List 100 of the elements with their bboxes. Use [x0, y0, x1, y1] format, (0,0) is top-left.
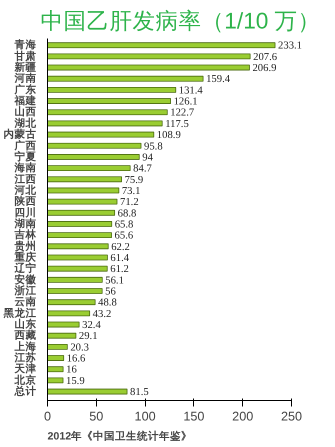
bar — [48, 288, 103, 294]
bar — [48, 132, 154, 138]
bar — [48, 76, 204, 82]
data-label: 65.6 — [114, 230, 134, 242]
data-label: 108.9 — [156, 130, 181, 142]
bar — [48, 221, 112, 227]
y-tick-label: 新疆 — [14, 60, 36, 74]
x-tick-label: 50 — [89, 410, 104, 424]
bar — [48, 64, 250, 70]
y-tick-label: 贵州 — [14, 239, 36, 252]
y-tick-label: 天津 — [14, 362, 36, 376]
data-label: 16.6 — [66, 354, 86, 365]
y-tick-label: 上海 — [14, 340, 36, 353]
y-tick-label: 江西 — [14, 172, 36, 186]
bar — [48, 344, 68, 350]
bar — [48, 109, 168, 116]
y-tick-label: 西藏 — [14, 328, 36, 342]
data-label: 15.9 — [66, 376, 85, 387]
x-tick-label: 250 — [280, 410, 302, 424]
data-label: 61.4 — [110, 252, 130, 264]
y-tick-label: 青海 — [14, 38, 36, 52]
x-tick-label: 0 — [44, 410, 52, 424]
y-tick-label: 安徽 — [14, 272, 38, 286]
data-label: 32.4 — [82, 320, 102, 332]
data-label: 73.1 — [122, 186, 141, 197]
data-label: 84.7 — [133, 164, 152, 175]
bar — [48, 142, 142, 149]
bar — [48, 276, 103, 283]
bar — [48, 266, 108, 272]
bar — [48, 310, 90, 316]
x-tick-label: 100 — [134, 410, 156, 424]
y-tick-label: 湖南 — [14, 216, 36, 230]
y-tick-label: 吉林 — [14, 228, 38, 242]
y-tick-label: 北京 — [14, 373, 36, 386]
bar — [48, 322, 80, 328]
bar — [48, 198, 118, 205]
bar — [48, 53, 251, 60]
y-tick-label: 浙江 — [14, 284, 36, 298]
data-label: 16 — [66, 364, 78, 376]
data-label: 75.9 — [124, 174, 144, 186]
bar — [48, 98, 171, 104]
data-label: 207.6 — [253, 52, 278, 63]
data-label: 126.1 — [174, 96, 198, 108]
bar — [48, 120, 163, 126]
y-tick-label: 云南 — [14, 295, 36, 308]
data-label: 68.8 — [118, 208, 136, 220]
data-label: 61.2 — [110, 264, 129, 276]
y-tick-label: 海南 — [14, 161, 36, 174]
bar — [48, 154, 140, 160]
y-tick-label: 宁夏 — [14, 150, 36, 163]
y-tick-label: 总计 — [14, 384, 36, 398]
x-tick-label: 200 — [232, 410, 254, 424]
bar — [48, 232, 112, 238]
data-label: 20.3 — [70, 342, 89, 354]
data-label: 131.4 — [178, 85, 204, 96]
bar — [48, 355, 64, 361]
y-tick-label: 甘肃 — [14, 49, 36, 62]
bar — [48, 243, 109, 250]
bar — [48, 388, 128, 394]
bar — [48, 42, 276, 48]
bar — [48, 210, 116, 216]
y-tick-label: 广西 — [14, 138, 36, 152]
bar — [48, 176, 122, 182]
y-tick-label: 广东 — [14, 82, 36, 96]
y-tick-label: 河北 — [14, 183, 38, 196]
data-label: 159.4 — [206, 74, 231, 86]
data-label: 117.5 — [165, 118, 189, 130]
y-tick-label: 山西 — [14, 105, 36, 118]
bar — [48, 377, 64, 384]
data-label: 122.7 — [170, 108, 195, 119]
data-label: 48.8 — [98, 298, 117, 309]
y-tick-label: 山东 — [14, 318, 36, 331]
y-tick-label: 重庆 — [14, 250, 36, 264]
bar — [48, 332, 76, 339]
data-label: 62.2 — [111, 242, 130, 253]
y-tick-label: 陕西 — [14, 194, 36, 208]
data-label: 43.2 — [92, 308, 112, 320]
bar — [48, 299, 96, 306]
x-tick-label: 150 — [183, 410, 204, 424]
data-label: 233.1 — [278, 40, 302, 52]
y-tick-label: 江苏 — [14, 351, 36, 364]
y-tick-label: 河南 — [14, 72, 36, 85]
data-label: 81.5 — [130, 387, 149, 398]
bar — [48, 366, 64, 372]
data-label: 206.9 — [252, 63, 276, 74]
data-label: 65.8 — [114, 219, 134, 230]
data-label: 71.2 — [120, 197, 139, 208]
data-label: 94 — [142, 152, 154, 164]
y-tick-label: 黑龙江 — [2, 306, 36, 320]
text: 2012年《中国卫生统计年鉴》 — [48, 430, 192, 442]
bar — [48, 86, 176, 93]
bar — [48, 188, 120, 194]
y-tick-label: 福建 — [14, 94, 36, 108]
data-label: 29.1 — [78, 331, 98, 342]
chart-title: 中国乙肝发病率（1/10 万） — [40, 8, 321, 34]
data-label: 56 — [105, 286, 116, 298]
y-tick-label: 内蒙古 — [4, 128, 36, 141]
bar — [48, 165, 131, 172]
y-tick-label: 湖北 — [14, 116, 38, 130]
bar — [48, 254, 108, 260]
